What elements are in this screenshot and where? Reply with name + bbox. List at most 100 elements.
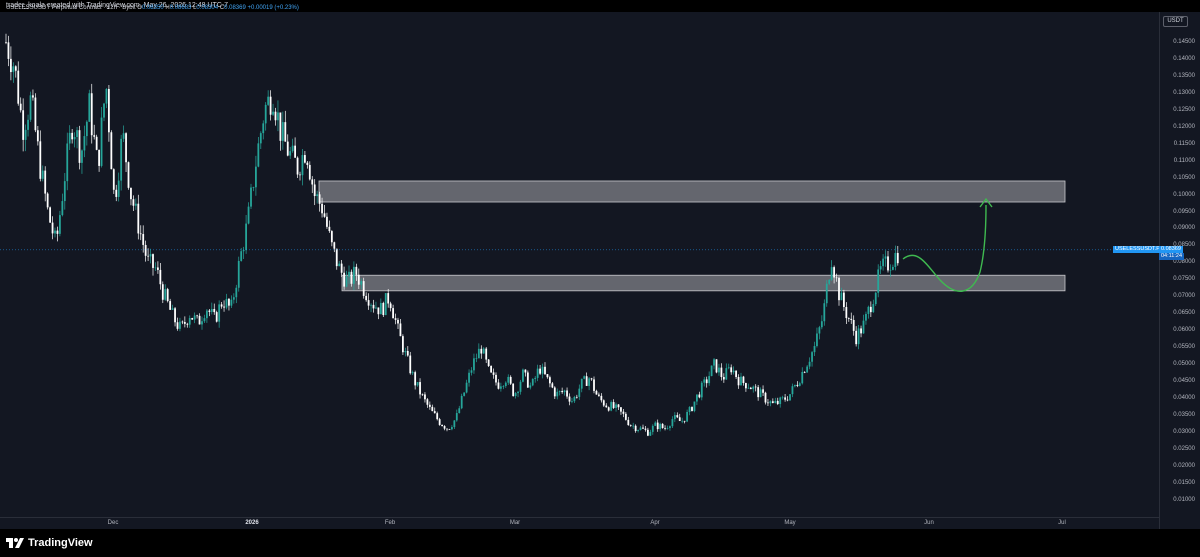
candle[interactable] (664, 425, 666, 431)
candle[interactable] (718, 363, 720, 376)
time-axis[interactable]: Dec 2026 Feb Mar Apr May Jun Jul (0, 517, 1159, 529)
candle[interactable] (41, 165, 44, 182)
candle[interactable] (526, 370, 529, 389)
candle[interactable] (889, 264, 892, 277)
candle[interactable] (117, 172, 120, 202)
candle[interactable] (838, 276, 840, 306)
candle[interactable] (230, 295, 233, 308)
candle[interactable] (862, 314, 865, 334)
candle[interactable] (703, 376, 706, 387)
candle[interactable] (387, 289, 390, 308)
candle[interactable] (306, 161, 309, 169)
candle[interactable] (63, 173, 66, 210)
support-zone-lower[interactable] (341, 274, 1066, 292)
candle[interactable] (879, 260, 882, 274)
candle[interactable] (615, 402, 617, 412)
candle[interactable] (384, 292, 387, 316)
candle[interactable] (196, 314, 198, 319)
candle[interactable] (421, 393, 424, 396)
candle[interactable] (161, 281, 164, 304)
candle[interactable] (291, 138, 294, 153)
candle[interactable] (166, 287, 169, 303)
candle[interactable] (820, 315, 823, 330)
candle[interactable] (681, 417, 684, 424)
candle[interactable] (103, 102, 105, 122)
candle[interactable] (813, 341, 816, 356)
candle[interactable] (51, 216, 54, 240)
candle[interactable] (801, 367, 804, 385)
candle[interactable] (507, 374, 510, 385)
candle[interactable] (678, 413, 681, 422)
candle[interactable] (355, 263, 358, 281)
candle[interactable] (673, 412, 676, 423)
candle[interactable] (659, 422, 662, 432)
candle[interactable] (602, 399, 605, 407)
candle[interactable] (617, 404, 620, 410)
candle[interactable] (98, 149, 100, 172)
candle[interactable] (686, 409, 688, 423)
projection-curve[interactable] (902, 204, 987, 292)
candle[interactable] (255, 155, 257, 196)
candle[interactable] (406, 346, 409, 357)
candle[interactable] (683, 420, 686, 424)
candle[interactable] (176, 317, 179, 331)
candle[interactable] (289, 146, 292, 159)
candle[interactable] (745, 382, 747, 392)
candle[interactable] (688, 406, 691, 416)
projection-arrowhead[interactable] (979, 197, 993, 208)
candle[interactable] (571, 397, 573, 404)
candle[interactable] (142, 225, 145, 253)
candle[interactable] (362, 277, 365, 299)
candle[interactable] (139, 225, 142, 241)
candle[interactable] (127, 161, 130, 190)
candle[interactable] (399, 319, 402, 337)
candle[interactable] (463, 392, 466, 397)
candle[interactable] (575, 394, 578, 399)
candle[interactable] (137, 194, 140, 240)
candle[interactable] (637, 429, 639, 433)
candle[interactable] (181, 320, 184, 325)
candle[interactable] (438, 417, 441, 426)
candle[interactable] (316, 190, 319, 204)
candle[interactable] (34, 93, 37, 133)
candle[interactable] (377, 307, 380, 320)
candle[interactable] (563, 389, 566, 396)
candle[interactable] (32, 89, 34, 101)
candle[interactable] (691, 406, 693, 412)
candle[interactable] (210, 302, 213, 315)
candle[interactable] (313, 179, 316, 206)
candle[interactable] (818, 325, 821, 340)
candle[interactable] (600, 393, 603, 403)
candle[interactable] (71, 128, 74, 144)
candle[interactable] (120, 134, 123, 191)
candle[interactable] (887, 251, 889, 273)
candle[interactable] (174, 307, 176, 327)
candle[interactable] (350, 269, 353, 287)
candle[interactable] (816, 327, 818, 348)
candle[interactable] (771, 398, 774, 404)
candle[interactable] (274, 107, 277, 126)
candle[interactable] (874, 291, 877, 306)
candle[interactable] (59, 210, 61, 237)
candle[interactable] (220, 301, 223, 309)
candle[interactable] (798, 381, 801, 387)
candle[interactable] (279, 112, 282, 151)
candle[interactable] (732, 366, 735, 375)
candle[interactable] (269, 90, 272, 121)
candle[interactable] (811, 351, 813, 367)
candle[interactable] (715, 359, 718, 374)
candle[interactable] (215, 310, 218, 323)
candle[interactable] (605, 403, 608, 408)
candle[interactable] (514, 391, 517, 399)
candle[interactable] (740, 372, 742, 386)
candle[interactable] (882, 254, 884, 271)
candle[interactable] (257, 137, 260, 168)
candle[interactable] (206, 309, 208, 323)
candle[interactable] (424, 392, 426, 403)
candle[interactable] (225, 293, 228, 310)
candle[interactable] (164, 284, 167, 301)
candle[interactable] (19, 97, 22, 113)
candle[interactable] (487, 359, 490, 368)
candle[interactable] (252, 186, 255, 192)
candle[interactable] (171, 304, 174, 311)
